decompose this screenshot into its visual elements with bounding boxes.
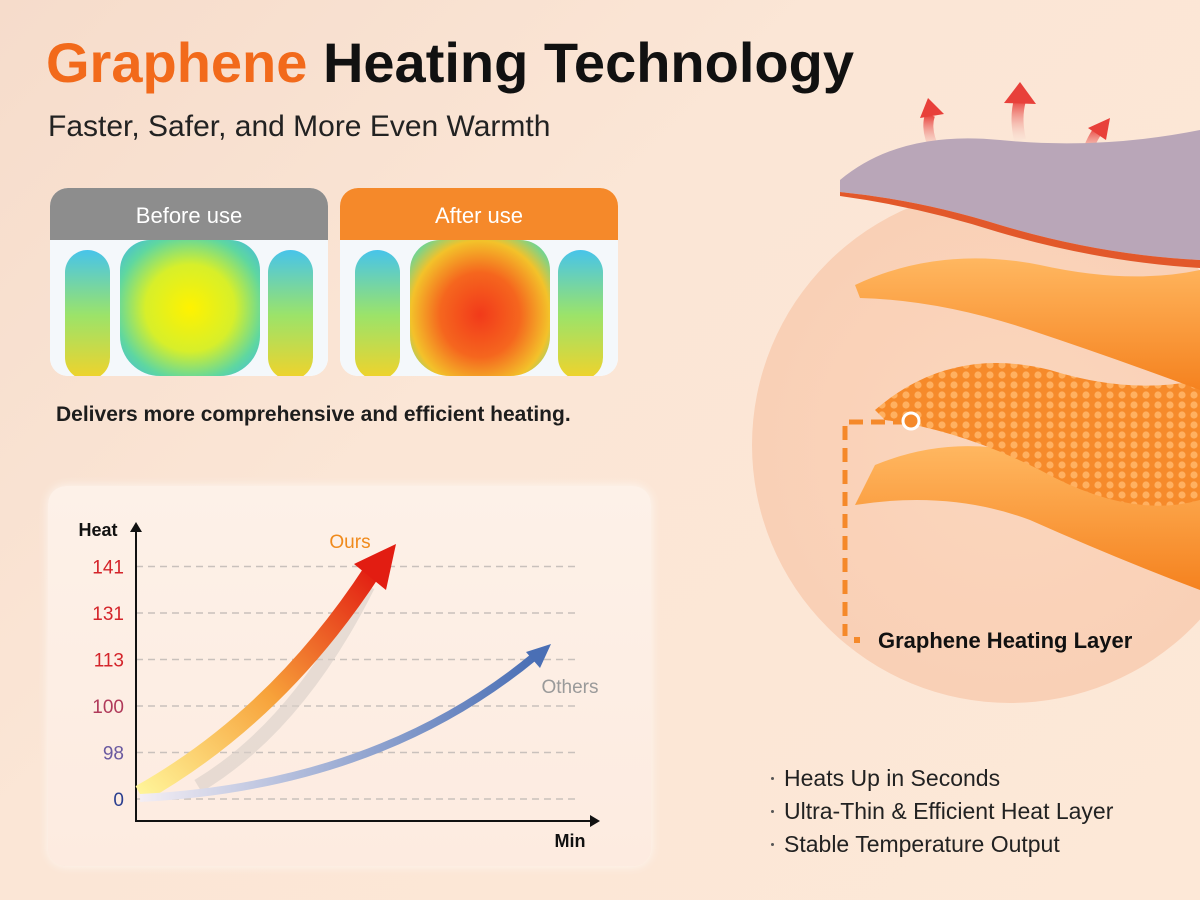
y-axis-arrow bbox=[130, 522, 142, 532]
caption: Delivers more comprehensive and efficien… bbox=[56, 403, 571, 426]
heat-chart-card: 0 98 100 113 131 141 Heat Min Ours Others bbox=[48, 486, 651, 866]
bullet bbox=[771, 777, 774, 780]
layer-graphene bbox=[875, 363, 1200, 506]
after-panel: After use bbox=[340, 188, 618, 376]
heat-chart: 0 98 100 113 131 141 Heat Min Ours Others bbox=[78, 520, 600, 851]
bullet bbox=[771, 843, 774, 846]
subtitle: Faster, Safer, and More Even Warmth bbox=[48, 110, 551, 143]
panel-label: Before use bbox=[50, 188, 328, 240]
ours-curve bbox=[135, 565, 381, 802]
y-tick-label: 113 bbox=[94, 651, 124, 672]
callout-line bbox=[842, 419, 907, 636]
layer-label: Graphene Heating Layer bbox=[878, 628, 1133, 653]
others-curve bbox=[139, 652, 538, 802]
y-tick-label: 131 bbox=[92, 604, 124, 625]
curve-label: Ours bbox=[329, 532, 370, 553]
y-tick-label: 98 bbox=[103, 744, 124, 765]
x-axis-arrow bbox=[590, 815, 600, 827]
thermal-image bbox=[50, 240, 328, 376]
thermal-image bbox=[340, 240, 618, 376]
before-panel: Before use bbox=[50, 188, 328, 376]
y-tick-label: 100 bbox=[92, 697, 124, 718]
layer-middle bbox=[855, 258, 1200, 390]
callout-end bbox=[854, 637, 860, 643]
title: Graphene Heating Technology bbox=[46, 30, 854, 95]
y-tick-label: 0 bbox=[113, 790, 124, 811]
ours-arrowhead bbox=[354, 544, 396, 590]
x-axis-label: Min bbox=[555, 831, 586, 851]
panel-label: After use bbox=[340, 188, 618, 240]
feature-item: Heats Up in Seconds bbox=[784, 765, 1001, 791]
feature-item: Stable Temperature Output bbox=[784, 831, 1060, 857]
curve-shadow bbox=[194, 582, 375, 793]
title-rest: Heating Technology bbox=[322, 31, 854, 94]
y-tick-label: 141 bbox=[92, 558, 124, 579]
others-arrowhead bbox=[526, 644, 551, 668]
feature-item: Ultra-Thin & Efficient Heat Layer bbox=[784, 798, 1114, 824]
title-highlight: Graphene bbox=[46, 31, 308, 94]
callout-dot bbox=[901, 411, 921, 431]
y-axis-label: Heat bbox=[78, 520, 117, 540]
fabric-edge bbox=[840, 192, 1200, 268]
bullet bbox=[771, 810, 774, 813]
layer-fabric bbox=[840, 130, 1200, 260]
curve-label: Others bbox=[541, 677, 598, 698]
